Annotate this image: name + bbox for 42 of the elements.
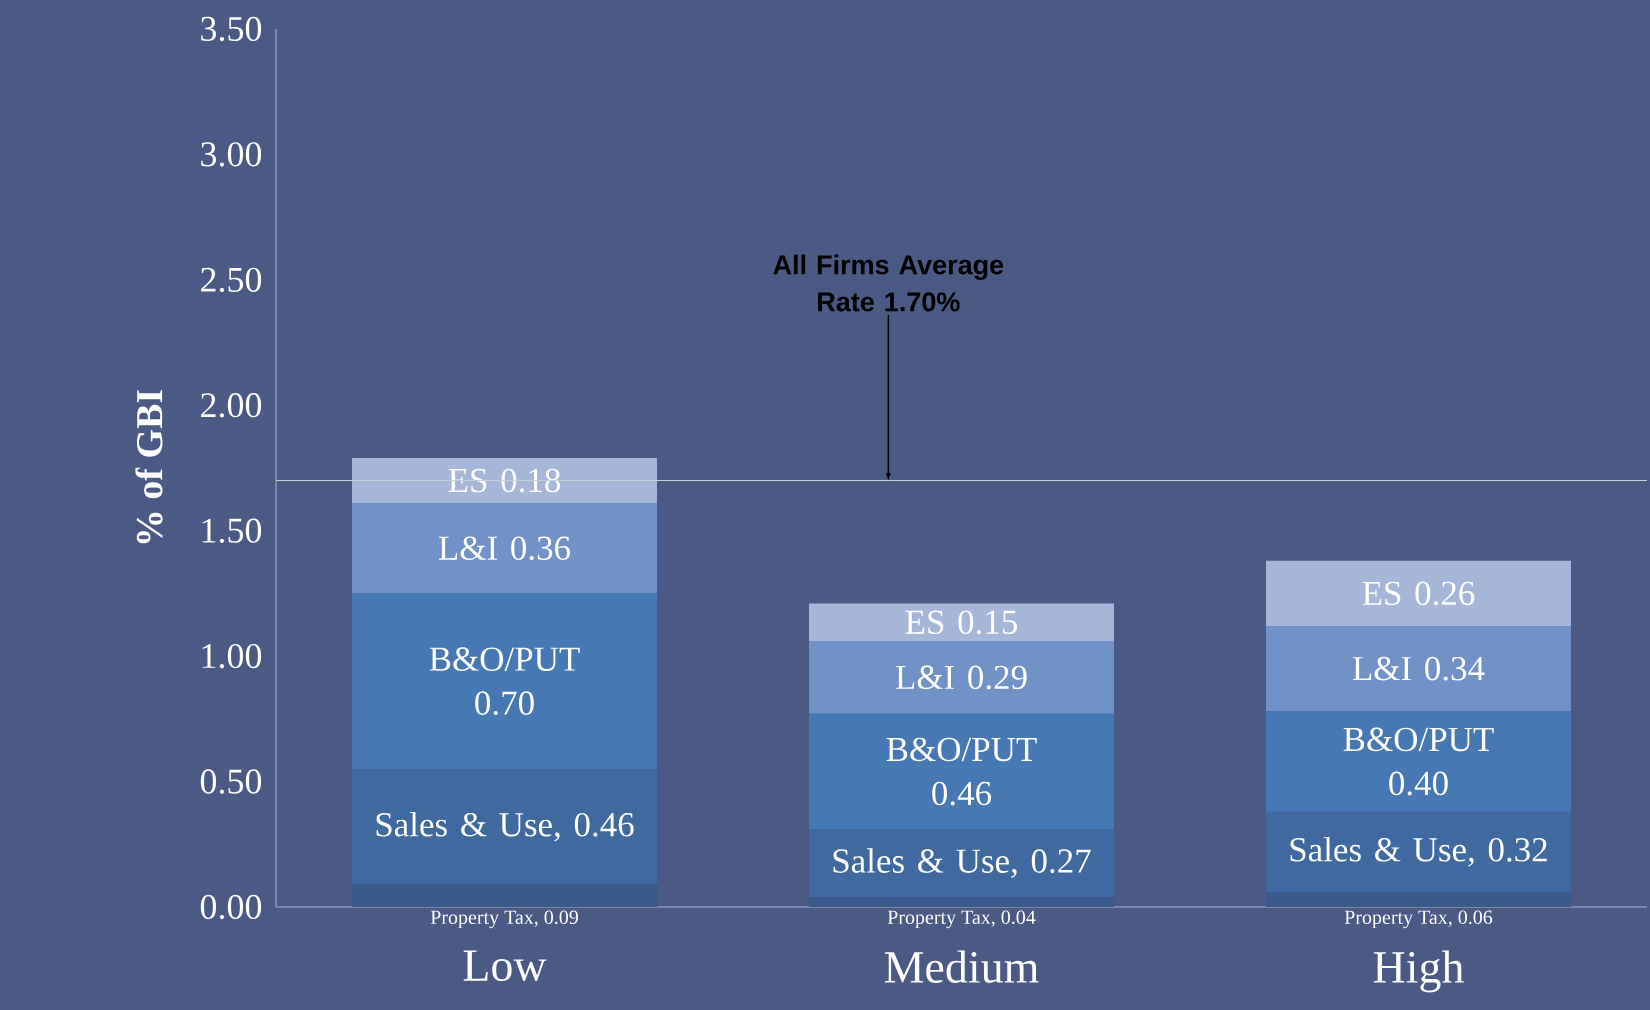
data-label: L&I 0.36 xyxy=(438,536,571,561)
y-tick-label: 0.50 xyxy=(200,769,262,794)
data-label: L&I 0.29 xyxy=(895,665,1027,690)
y-tick-label: 3.50 xyxy=(201,16,262,42)
data-label: Sales & Use, 0.27 xyxy=(833,848,1091,878)
data-label: Sales & Use, 0.32 xyxy=(1290,836,1547,867)
x-tick-label: High xyxy=(1373,950,1464,993)
data-label: ES 0.26 xyxy=(1362,581,1475,606)
y-tick-label: 1.50 xyxy=(202,518,262,543)
bar xyxy=(808,829,1114,897)
data-label: Property Tax, 0.04 xyxy=(887,910,1036,929)
data-label: B&O/PUT 0.70 xyxy=(429,647,580,716)
bar xyxy=(351,457,657,504)
y-tick-label: 1.00 xyxy=(202,643,262,669)
bar xyxy=(808,641,1114,714)
bar xyxy=(351,884,657,907)
bar xyxy=(1265,891,1571,907)
bar xyxy=(351,769,657,885)
y-tick-label: 0.00 xyxy=(200,894,262,920)
bar xyxy=(1265,711,1571,812)
data-label: Sales & Use, 0.46 xyxy=(376,811,634,842)
data-label: ES 0.15 xyxy=(905,610,1017,635)
bar xyxy=(808,713,1114,830)
data-label: B&O/PUT 0.46 xyxy=(886,737,1037,806)
bar xyxy=(351,503,657,594)
annotation: All Firms Average Rate 1.70% xyxy=(773,254,1004,312)
y-tick-label: 2.50 xyxy=(201,267,262,293)
bar xyxy=(1265,626,1571,712)
bar xyxy=(1265,560,1571,627)
data-label: L&I 0.34 xyxy=(1352,656,1485,681)
bar xyxy=(351,593,657,770)
y-axis-title: % of GBI xyxy=(135,390,163,544)
bar xyxy=(808,896,1114,907)
x-tick-label: Low xyxy=(463,950,547,982)
data-label: Property Tax, 0.06 xyxy=(1344,910,1493,929)
y-tick-label: 2.00 xyxy=(201,393,262,418)
bar xyxy=(808,603,1114,642)
x-tick-label: Medium xyxy=(884,950,1039,983)
y-tick-label: 3.00 xyxy=(201,142,262,167)
data-label: B&O/PUT 0.40 xyxy=(1343,727,1494,796)
bar xyxy=(1265,811,1571,892)
data-label: Property Tax, 0.09 xyxy=(430,910,578,929)
